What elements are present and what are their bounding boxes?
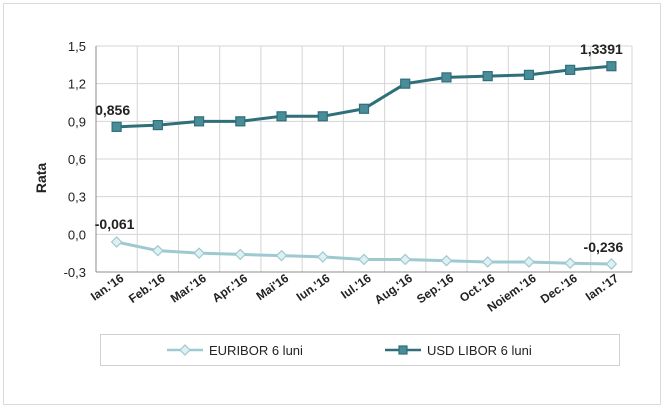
x-tick-label: Sep.'16	[414, 271, 456, 306]
data-point	[481, 256, 494, 268]
legend-label-euribor: EURIBOR 6 luni	[209, 342, 303, 358]
x-tick-label: Apr.'16	[210, 271, 251, 305]
euribor-legend-marker-icon	[167, 344, 203, 356]
x-tick-label: Mar.'16	[168, 271, 209, 306]
data-point	[234, 248, 247, 261]
data-point	[441, 72, 452, 83]
data-point	[110, 236, 123, 248]
y-tick-label: 1,2	[68, 77, 86, 92]
data-point	[358, 103, 370, 114]
y-axis-title: Rata	[33, 163, 49, 194]
y-tick-label: 0,9	[68, 114, 86, 129]
data-point	[358, 253, 370, 266]
data-point	[606, 61, 617, 72]
legend-item-euribor: EURIBOR 6 luni	[165, 335, 303, 365]
y-tick-label: 0,6	[68, 152, 86, 167]
y-tick-label: 0,0	[68, 227, 86, 242]
data-point	[399, 253, 412, 266]
data-point	[193, 247, 205, 260]
legend-item-usd-libor: USD LIBOR 6 luni	[383, 335, 532, 365]
legend-label-usd-libor: USD LIBOR 6 luni	[427, 342, 532, 358]
data-point	[151, 244, 164, 257]
data-point	[152, 119, 163, 131]
series-euribor	[110, 236, 618, 270]
series-usd-libor	[111, 61, 617, 132]
y-tick-label: 1,5	[68, 39, 86, 54]
y-tick-label: 0,3	[68, 190, 86, 205]
x-tick-label: Ian.'16	[88, 271, 127, 304]
data-point	[565, 64, 576, 75]
data-label: 1,3391	[580, 41, 623, 57]
usd-libor-legend-marker-icon	[385, 345, 421, 355]
data-point	[235, 116, 246, 127]
series-layer	[110, 61, 618, 270]
x-tick-label: Iun.'16	[294, 271, 333, 304]
x-tick-label: Mai'16	[254, 271, 292, 303]
data-point	[605, 258, 618, 270]
data-labels: 0,856 1,3391 -0,061 -0,236	[95, 41, 624, 255]
data-point	[523, 256, 535, 268]
x-tick-label: Iul.'16	[338, 271, 374, 302]
data-point	[316, 251, 329, 263]
legend: EURIBOR 6 luni USD LIBOR 6 luni	[100, 334, 620, 366]
data-point	[482, 71, 493, 82]
chart-frame: -0,3 0,0 0,3 0,6 0,9 1,2 1,5 Ian.'16 Feb.'16 Mar.…	[3, 3, 661, 405]
data-point	[275, 249, 288, 262]
data-point	[111, 121, 122, 132]
data-point	[276, 111, 287, 122]
data-point	[317, 111, 328, 122]
y-tick-label: -0,3	[64, 265, 86, 280]
x-tick-label: Feb.'16	[126, 271, 168, 306]
data-point	[440, 254, 453, 267]
data-point	[400, 78, 411, 89]
x-tick-label: Ian.'17	[583, 271, 622, 304]
data-label: -0,236	[584, 239, 624, 255]
axes: -0,3 0,0 0,3 0,6 0,9 1,2 1,5 Ian.'16 Feb.'16 Mar.…	[64, 39, 632, 315]
x-tick-label: Aug.'16	[372, 271, 415, 307]
line-chart: -0,3 0,0 0,3 0,6 0,9 1,2 1,5 Ian.'16 Feb.'16 Mar.…	[33, 39, 633, 315]
data-label: 0,856	[95, 102, 130, 118]
data-point	[523, 69, 535, 80]
data-label: -0,061	[95, 216, 135, 232]
data-point	[193, 116, 205, 127]
series-line	[116, 64, 612, 129]
data-point	[564, 257, 577, 270]
grid-lines	[95, 45, 633, 273]
x-tick-label: Dec.'16	[538, 271, 580, 306]
